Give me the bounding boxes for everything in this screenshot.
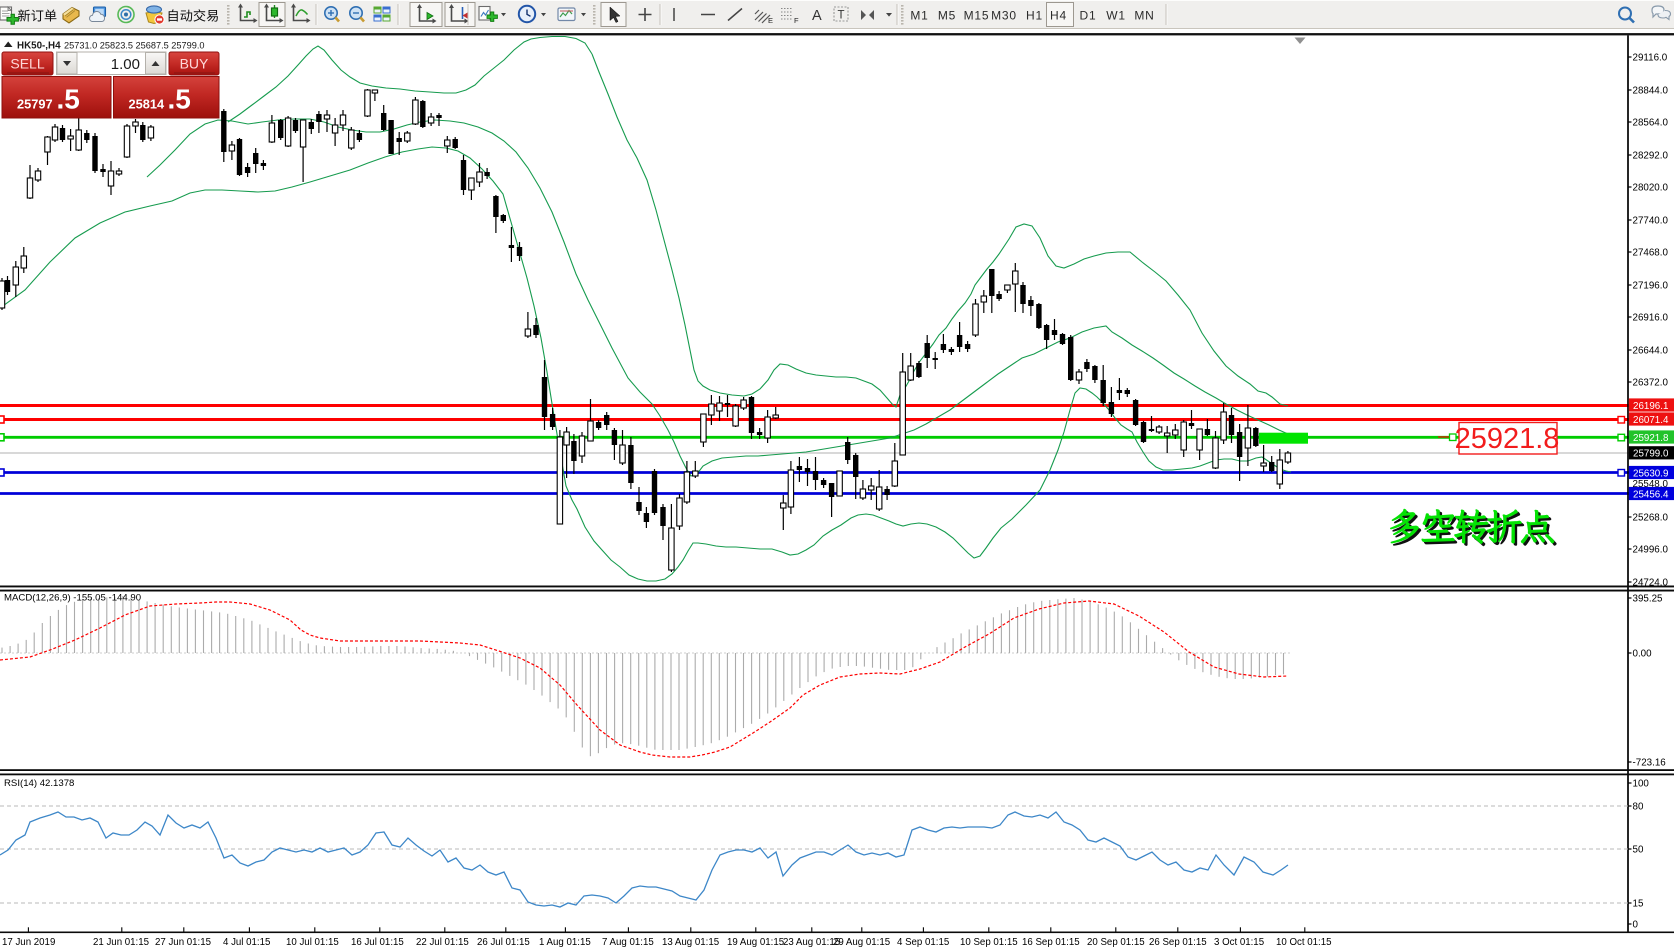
svg-text:M5: M5	[938, 9, 956, 23]
svg-text:395.25: 395.25	[1633, 594, 1664, 605]
svg-text:28292.0: 28292.0	[1633, 151, 1669, 162]
svg-text:17 Jun 2019: 17 Jun 2019	[2, 937, 55, 948]
svg-text:0: 0	[1633, 920, 1639, 931]
svg-text:4 Sep 01:15: 4 Sep 01:15	[897, 937, 949, 948]
svg-text:.5: .5	[168, 84, 191, 115]
svg-text:25799.0: 25799.0	[1633, 449, 1669, 460]
svg-text:28020.0: 28020.0	[1633, 183, 1669, 194]
svg-text:T: T	[838, 10, 845, 22]
svg-text:MN: MN	[1134, 9, 1154, 23]
svg-text:25731.0 25823.5 25687.5 25799.: 25731.0 25823.5 25687.5 25799.0	[64, 41, 205, 51]
svg-text:H1: H1	[1026, 9, 1043, 23]
svg-text:26372.0: 26372.0	[1633, 378, 1669, 389]
svg-text:H4: H4	[1050, 9, 1067, 23]
svg-text:10 Sep 01:15: 10 Sep 01:15	[960, 937, 1018, 948]
svg-text:26196.1: 26196.1	[1633, 401, 1668, 412]
svg-text:80: 80	[1633, 802, 1644, 813]
svg-text:50: 50	[1633, 845, 1644, 856]
svg-text:19 Aug 01:15: 19 Aug 01:15	[727, 937, 784, 948]
svg-text:27468.0: 27468.0	[1633, 248, 1669, 259]
svg-text:4 Jul 01:15: 4 Jul 01:15	[223, 937, 270, 948]
svg-text:BUY: BUY	[180, 56, 209, 72]
svg-text:21 Jun 01:15: 21 Jun 01:15	[93, 937, 149, 948]
svg-text:13 Aug 01:15: 13 Aug 01:15	[662, 937, 719, 948]
svg-text:28844.0: 28844.0	[1633, 86, 1669, 97]
svg-text:D1: D1	[1080, 9, 1097, 23]
svg-text:24724.0: 24724.0	[1633, 578, 1669, 589]
svg-text:A: A	[812, 8, 822, 24]
svg-text:HK50-,H4: HK50-,H4	[17, 41, 61, 52]
svg-text:RSI(14) 42.1378: RSI(14) 42.1378	[4, 778, 74, 789]
svg-text:16 Sep 01:15: 16 Sep 01:15	[1022, 937, 1080, 948]
svg-text:25268.0: 25268.0	[1633, 513, 1669, 524]
svg-text:1 Aug 01:15: 1 Aug 01:15	[539, 937, 591, 948]
svg-text:1.00: 1.00	[111, 56, 140, 73]
svg-text:25814: 25814	[129, 97, 165, 112]
svg-text:26916.0: 26916.0	[1633, 313, 1669, 324]
svg-text:.5: .5	[57, 84, 80, 115]
svg-text:26 Jul 01:15: 26 Jul 01:15	[477, 937, 530, 948]
svg-text:10 Jul 01:15: 10 Jul 01:15	[286, 937, 339, 948]
svg-text:23 Aug 01:15: 23 Aug 01:15	[783, 937, 840, 948]
svg-text:W1: W1	[1106, 9, 1126, 23]
svg-text:29 Aug 01:15: 29 Aug 01:15	[833, 937, 890, 948]
svg-text:M1: M1	[910, 9, 928, 23]
svg-text:3 Oct 01:15: 3 Oct 01:15	[1214, 937, 1264, 948]
svg-text:27196.0: 27196.0	[1633, 281, 1669, 292]
svg-text:-723.16: -723.16	[1633, 758, 1667, 769]
svg-text:29116.0: 29116.0	[1633, 53, 1668, 64]
svg-text:25548.0: 25548.0	[1633, 479, 1669, 490]
svg-text:F: F	[794, 16, 799, 25]
svg-text:20 Sep 01:15: 20 Sep 01:15	[1087, 937, 1145, 948]
svg-text:100: 100	[1633, 779, 1650, 790]
svg-text:26 Sep 01:15: 26 Sep 01:15	[1149, 937, 1207, 948]
svg-text:26644.0: 26644.0	[1633, 346, 1669, 357]
svg-text:SELL: SELL	[10, 56, 44, 72]
svg-text:7 Aug 01:15: 7 Aug 01:15	[602, 937, 654, 948]
svg-text:27740.0: 27740.0	[1633, 216, 1669, 227]
svg-text:25921.8: 25921.8	[1455, 423, 1560, 455]
svg-text:25921.8: 25921.8	[1633, 433, 1669, 444]
svg-text:M30: M30	[991, 9, 1017, 23]
svg-text:15: 15	[1633, 899, 1644, 910]
svg-text:10 Oct 01:15: 10 Oct 01:15	[1276, 937, 1331, 948]
svg-text:0.00: 0.00	[1633, 649, 1653, 660]
svg-text:27 Jun 01:15: 27 Jun 01:15	[155, 937, 211, 948]
svg-text:25456.4: 25456.4	[1633, 489, 1669, 500]
svg-text:26071.4: 26071.4	[1633, 415, 1669, 426]
svg-text:25797: 25797	[17, 97, 53, 112]
svg-text:24996.0: 24996.0	[1633, 545, 1669, 556]
svg-text:E: E	[768, 16, 773, 25]
svg-text:28564.0: 28564.0	[1633, 118, 1669, 129]
svg-text:25630.9: 25630.9	[1633, 468, 1668, 479]
svg-text:16 Jul 01:15: 16 Jul 01:15	[351, 937, 404, 948]
svg-text:22 Jul 01:15: 22 Jul 01:15	[416, 937, 469, 948]
svg-text:MACD(12,26,9) -155.05 -144.90: MACD(12,26,9) -155.05 -144.90	[4, 593, 141, 604]
svg-text:M15: M15	[964, 9, 990, 23]
